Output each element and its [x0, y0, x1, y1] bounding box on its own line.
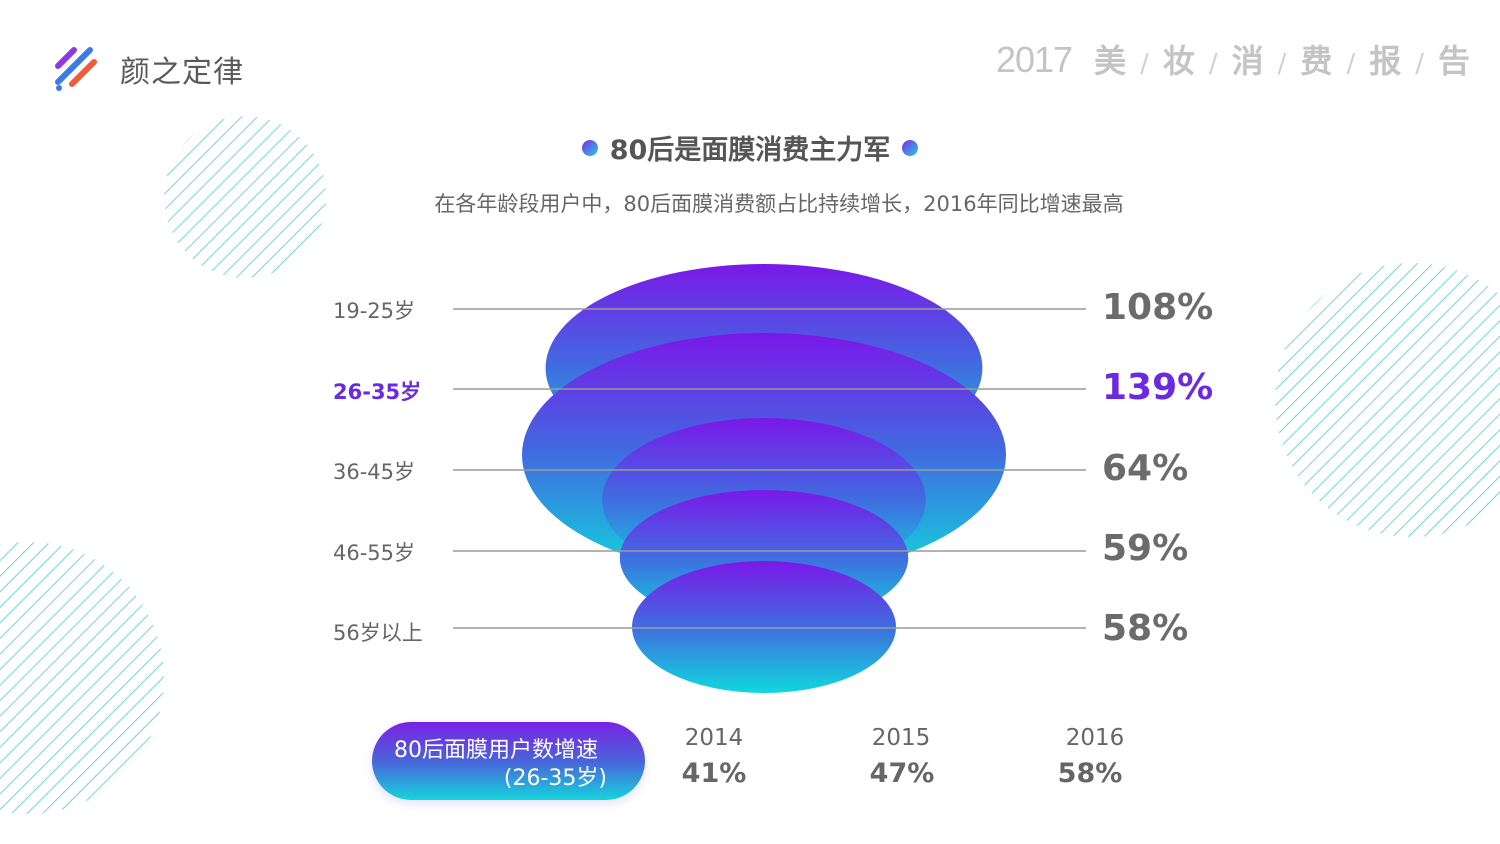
- report-char: 告: [1437, 42, 1470, 80]
- growth-value: 47%: [869, 758, 935, 789]
- year-label: 2016: [1065, 725, 1125, 751]
- age-label: 56岁以上: [333, 621, 423, 645]
- chart-title-text: 80后是面膜消费主力军: [609, 135, 891, 166]
- age-label: 46-55岁: [333, 541, 416, 565]
- decor-circle-top-left: [164, 116, 326, 278]
- age-label: 19-25岁: [333, 299, 416, 323]
- title-bullet-icon: [902, 140, 919, 156]
- year-label: 2014: [684, 725, 744, 751]
- report-separator: /: [1346, 49, 1356, 79]
- value-label: 108%: [1102, 287, 1214, 328]
- decor-circle-right: [1275, 263, 1500, 537]
- report-separator: /: [1208, 49, 1218, 79]
- brand-logo-icon: [55, 47, 97, 91]
- report-separator: /: [1140, 49, 1149, 79]
- value-label: 64%: [1102, 448, 1189, 489]
- report-char: 费: [1300, 42, 1333, 80]
- value-label-highlight: 139%: [1102, 367, 1214, 408]
- chart-subtitle: 在各年龄段用户中，80后面膜消费额占比持续增长，2016年同比增速最高: [434, 192, 1124, 216]
- report-separator: /: [1277, 49, 1287, 79]
- growth-label-line2: (26-35岁): [503, 766, 607, 791]
- age-label-highlight: 26-35岁: [333, 380, 422, 404]
- growth-value: 58%: [1057, 758, 1123, 789]
- chart-title: 80后是面膜消费主力军: [0, 128, 1500, 167]
- report-separator: /: [1415, 49, 1424, 79]
- report-char: 消: [1231, 42, 1264, 80]
- report-year: 2017: [995, 39, 1073, 80]
- value-label: 58%: [1102, 608, 1189, 649]
- value-ellipse: [632, 561, 896, 693]
- growth-value: 41%: [681, 758, 747, 789]
- growth-label-line1: 80后面膜用户数增速: [394, 738, 598, 763]
- growth-label-pill: 80后面膜用户数增速 (26-35岁): [372, 722, 645, 800]
- report-char: 美: [1094, 42, 1127, 80]
- age-label: 36-45岁: [333, 460, 416, 484]
- title-bullet-icon: [581, 140, 598, 156]
- brand-name: 颜之定律: [120, 55, 244, 90]
- report-char: 妆: [1162, 42, 1195, 80]
- brand: 颜之定律: [52, 44, 244, 94]
- decor-circle-bottom-left: [0, 542, 164, 814]
- value-label: 59%: [1102, 528, 1189, 569]
- report-char: 报: [1369, 42, 1402, 80]
- year-label: 2015: [871, 725, 931, 751]
- report-title: 2017 美 / 妆 / 消 / 费 / 报 / 告: [996, 36, 1470, 82]
